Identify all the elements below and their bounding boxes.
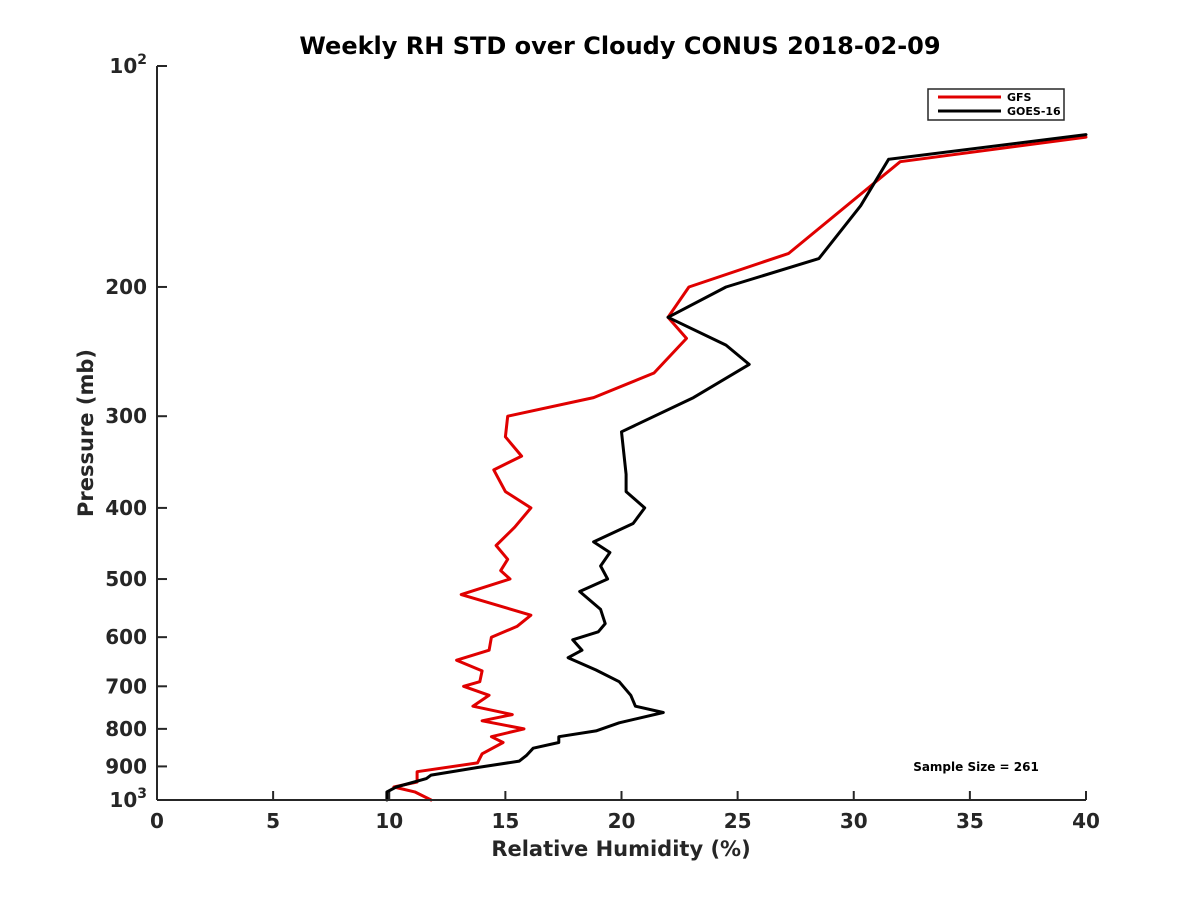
y-tick-label: 900 bbox=[105, 754, 147, 778]
x-tick-label: 15 bbox=[491, 809, 519, 833]
series-lines bbox=[385, 133, 1088, 802]
y-tick-label: 700 bbox=[105, 674, 147, 698]
y-tick-label: 200 bbox=[105, 275, 147, 299]
y-tick-label: 103 bbox=[109, 786, 147, 812]
y-tick-label: 300 bbox=[105, 404, 147, 428]
legend-box bbox=[927, 88, 1065, 121]
chart-title: Weekly RH STD over Cloudy CONUS 2018-02-… bbox=[299, 32, 940, 60]
sample-size-annotation: Sample Size = 261 bbox=[913, 760, 1039, 774]
x-tick-label: 0 bbox=[150, 809, 164, 833]
y-tick-label: 400 bbox=[105, 496, 147, 520]
x-tick-label: 10 bbox=[375, 809, 403, 833]
series-line-gfs bbox=[392, 135, 1088, 802]
x-tick-label: 30 bbox=[840, 809, 868, 833]
y-axis-label: Pressure (mb) bbox=[74, 349, 98, 517]
legend-label-goes16: GOES-16 bbox=[1007, 105, 1061, 118]
axis-ticks: 0 5 10 15 20 25 30 35 40 102 200 300 400 500 600 700 800… bbox=[105, 52, 1100, 833]
x-axis-label: Relative Humidity (%) bbox=[491, 837, 750, 861]
x-tick-label: 25 bbox=[724, 809, 752, 833]
y-tick-label: 500 bbox=[105, 567, 147, 591]
y-tick-label: 600 bbox=[105, 625, 147, 649]
x-tick-label: 35 bbox=[956, 809, 984, 833]
y-tick-label: 102 bbox=[109, 52, 147, 78]
legend-label-gfs: GFS bbox=[1007, 91, 1032, 104]
legend: GFS GOES-16 bbox=[927, 88, 1065, 121]
x-tick-label: 40 bbox=[1072, 809, 1100, 833]
series-line-goes-16 bbox=[385, 133, 1088, 802]
x-tick-label: 20 bbox=[608, 809, 636, 833]
x-tick-label: 5 bbox=[266, 809, 280, 833]
y-tick-label: 800 bbox=[105, 717, 147, 741]
